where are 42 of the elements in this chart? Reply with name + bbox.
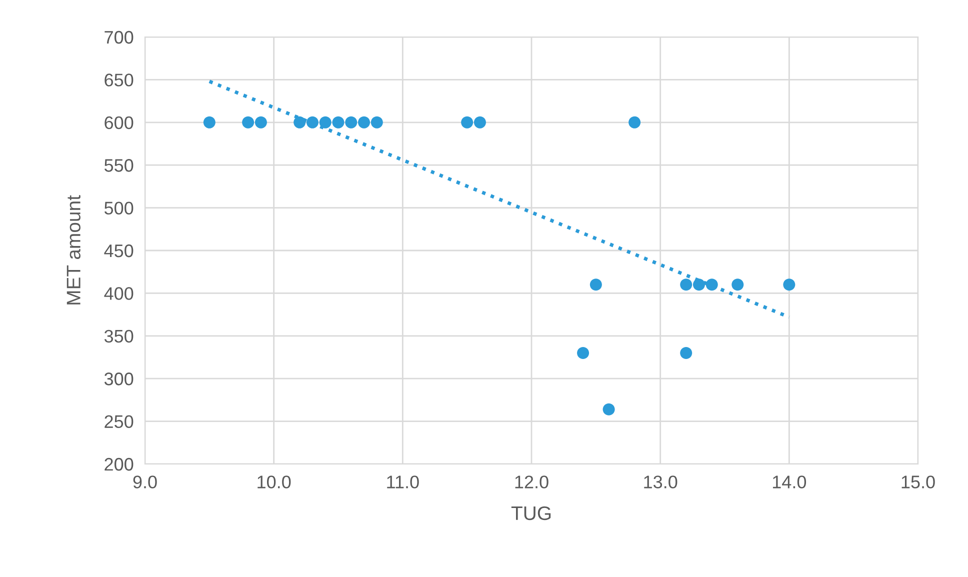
point (242, 116, 254, 128)
y-tick-label: 250 (104, 415, 134, 428)
x-axis-title: TUG (511, 506, 551, 520)
point (345, 116, 358, 128)
x-tick-label: 12.0 (515, 476, 548, 488)
y-tick-label: 600 (104, 116, 134, 130)
point (680, 346, 692, 359)
x-tick-label: 10.0 (258, 476, 291, 488)
x-tick-label: 14.0 (772, 476, 806, 488)
x-tick-label: 15.0 (902, 476, 935, 488)
y-tick-label: 500 (104, 202, 134, 215)
y-tick-label: 550 (104, 159, 134, 172)
y-tick-label: 450 (104, 244, 134, 258)
point (370, 116, 383, 128)
point (319, 116, 332, 128)
point (332, 116, 344, 128)
point (628, 116, 641, 128)
point (461, 116, 474, 128)
point (203, 116, 216, 128)
point (602, 403, 615, 416)
x-tick-label: 13.0 (644, 476, 678, 488)
x-tick-label: 9.0 (133, 476, 157, 488)
point (306, 116, 318, 128)
y-tick-label: 400 (104, 287, 134, 300)
point (474, 116, 486, 128)
y-tick-label: 200 (104, 458, 134, 471)
y-tick-label: 700 (104, 30, 134, 44)
y-tick-label: 650 (104, 74, 134, 86)
point (680, 278, 692, 291)
point (590, 278, 602, 291)
point (577, 346, 590, 359)
y-tick-label: 350 (104, 330, 134, 343)
point (783, 278, 796, 291)
point (692, 278, 705, 291)
point (706, 278, 718, 291)
point (358, 116, 370, 128)
point (254, 116, 267, 128)
point (294, 116, 306, 128)
point (732, 278, 744, 291)
x-tick-label: 11.0 (387, 476, 419, 488)
y-axis-title: MET amount (66, 195, 80, 304)
y-tick-label: 300 (104, 372, 134, 386)
